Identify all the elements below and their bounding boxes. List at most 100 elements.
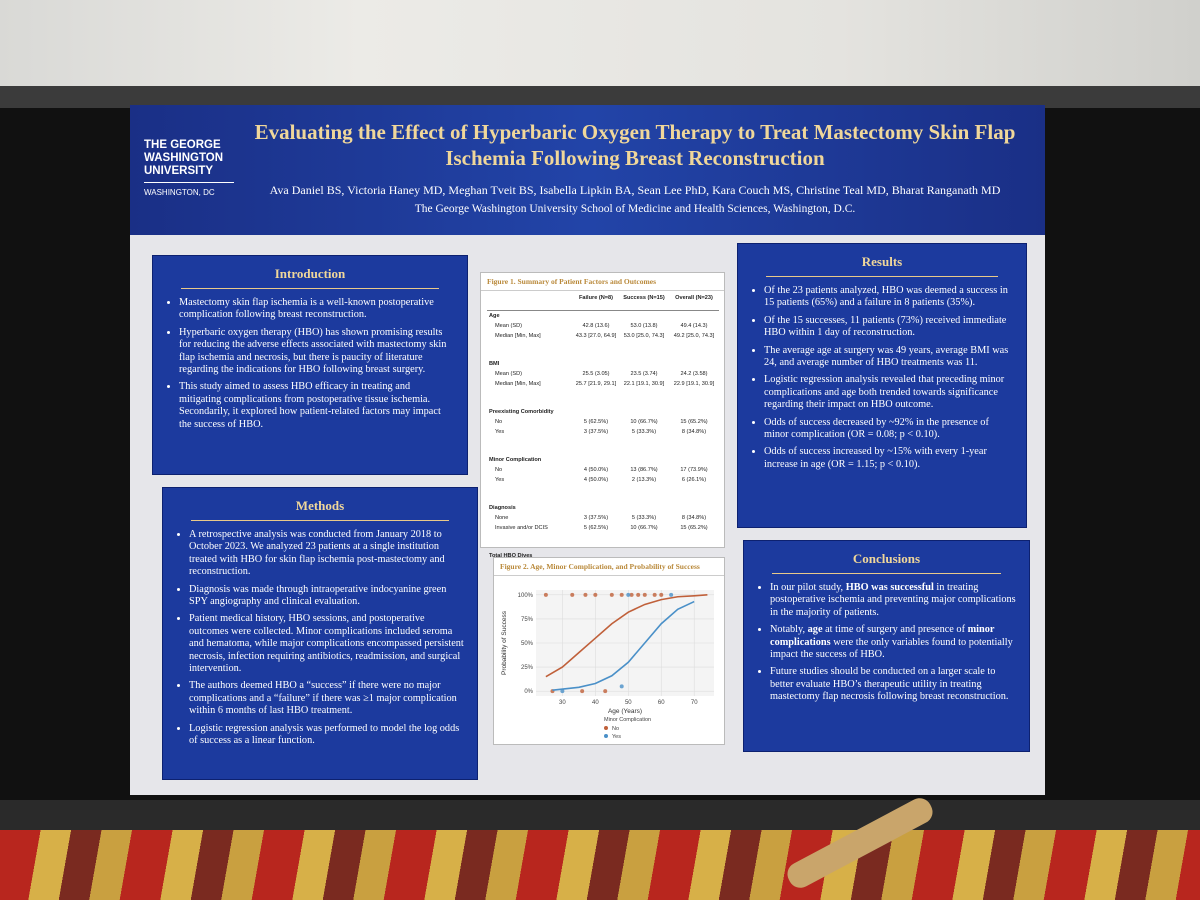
x-tick-label: 30: [559, 700, 566, 706]
table-cell: 17 (73.9%): [680, 467, 708, 473]
table-cell: 53.0 [25.0, 74.3]: [623, 333, 665, 339]
observation-point: [603, 689, 608, 694]
figure-title: Figure 2. Age, Minor Complication, and P…: [494, 558, 724, 576]
observation-point: [659, 592, 664, 597]
row-label: Median [Min, Max]: [495, 333, 541, 339]
column-header: Failure (N=8): [578, 295, 614, 301]
table-cell: 15 (65.2%): [680, 419, 708, 425]
board-frame: [0, 86, 1200, 108]
column-header: Overall (N=23): [675, 295, 713, 301]
observation-point: [580, 689, 585, 694]
affiliation: The George Washington University School …: [414, 203, 856, 215]
column-header: Success (N=15): [623, 295, 665, 301]
row-label: No: [495, 419, 503, 425]
legend-label: No: [612, 726, 619, 732]
heading-rule: [181, 288, 439, 289]
table-cell: 15 (65.2%): [680, 525, 708, 531]
text: were the only variables found to potenti…: [770, 636, 1013, 661]
bullet: Future studies should be conducted on a …: [770, 666, 1017, 703]
row-label: Mean (SD): [495, 371, 523, 377]
wall: [0, 0, 1200, 86]
header-rule: [487, 310, 719, 311]
x-tick-label: 40: [592, 700, 599, 706]
observation-point: [583, 592, 588, 597]
legend-title: Minor Complication: [604, 717, 651, 723]
bullet: Mastectomy skin flap ischemia is a well-…: [179, 297, 455, 322]
table-cell: 6 (26.1%): [681, 477, 707, 483]
bullet-list: In our pilot study, HBO was successful i…: [756, 582, 1017, 704]
table-cell: 3 (37.5%): [583, 429, 609, 435]
fit-curve: [552, 600, 695, 692]
text: Future studies should be conducted on a …: [770, 666, 1009, 703]
bullet: Logistic regression analysis was perform…: [189, 723, 465, 748]
table-cell: 23.5 (3.74): [630, 371, 658, 377]
bullet-list: A retrospective analysis was conducted f…: [175, 529, 465, 748]
authors: Ava Daniel BS, Victoria Haney MD, Meghan…: [269, 183, 1001, 197]
x-tick-label: 50: [625, 700, 632, 706]
observation-point: [642, 592, 647, 597]
results-panel: Results Of the 23 patients analyzed, HBO …: [737, 243, 1027, 528]
text: in treating postoperative ischemia and p…: [770, 582, 1016, 618]
bullet: This study aimed to assess HBO efficacy …: [179, 381, 455, 431]
figure-title: Figure 1. Summary of Patient Factors and…: [481, 273, 724, 291]
section-label: BMI: [489, 361, 500, 367]
observation-point: [629, 592, 634, 597]
observation-point: [609, 592, 614, 597]
bullet: Of the 15 successes, 11 patients (73%) r…: [764, 315, 1014, 340]
university-logo: THE GEORGE WASHINGTON UNIVERSITY WASHINGTON…: [144, 139, 234, 199]
table-cell: 43.3 [27.0, 64.9]: [575, 333, 617, 339]
logo-line: WASHINGTON: [144, 152, 224, 164]
table-cell: 5 (62.5%): [583, 419, 609, 425]
row-label: Invasive and/or DCIS: [495, 525, 548, 531]
legend-swatch: [604, 726, 608, 730]
table-cell: 4 (50.0%): [583, 477, 609, 483]
y-tick-label: 75%: [521, 617, 534, 623]
bullet: The average age at surgery was 49 years,…: [764, 345, 1014, 370]
text: Notably,: [770, 624, 808, 636]
bullet-list: Of the 23 patients analyzed, HBO was dee…: [750, 285, 1014, 471]
bullet: Odds of success increased by ~15% with e…: [764, 446, 1014, 471]
table-cell: 25.5 (3.05): [582, 371, 610, 377]
bold-text: minor complications: [770, 624, 995, 648]
table-cell: 5 (62.5%): [583, 525, 609, 531]
observation-point: [619, 684, 624, 689]
poster: THE GEORGE WASHINGTON UNIVERSITY WASHINGTON…: [130, 105, 1045, 795]
table-cell: 25.7 [21.9, 29.1]: [575, 381, 617, 387]
section-label: Total HBO Dives: [489, 553, 533, 559]
poster-header: THE GEORGE WASHINGTON UNIVERSITY WASHINGTON…: [130, 105, 1045, 235]
conclusions-panel: Conclusions In our pilot study, HBO was s…: [743, 540, 1030, 752]
y-axis-label: Probability of Success: [501, 610, 508, 675]
bullet: Odds of success decreased by ~92% in the…: [764, 417, 1014, 442]
methods-panel: Methods A retrospective analysis was cond…: [162, 487, 478, 780]
section-label: Minor Complication: [489, 457, 542, 463]
table-cell: 4 (50.0%): [583, 467, 609, 473]
logo-line: THE GEORGE: [144, 139, 221, 151]
table-cell: 24.2 (3.58): [680, 371, 708, 377]
table-cell: 22.9 [19.1, 30.9]: [673, 381, 715, 387]
observation-point: [626, 592, 631, 597]
x-tick-label: 60: [658, 700, 665, 706]
logistic-chart: 0% 25% 50% 75% 100% 30 40 50 60 70 Age (Years) Prob…: [501, 590, 714, 740]
table-cell: 42.8 (13.6): [582, 323, 610, 329]
summary-table: Failure (N=8) Success (N=15) Overall (N=23…: [481, 291, 724, 579]
observation-point: [619, 592, 624, 597]
x-axis-label: Age (Years): [608, 708, 642, 715]
panel-heading: Results: [861, 254, 903, 269]
poster-title: Evaluating the Effect of Hyperbaric Oxyg…: [254, 120, 1016, 170]
bullet: A retrospective analysis was conducted f…: [189, 529, 465, 579]
y-tick-label: 50%: [521, 641, 534, 647]
table-cell: 49.2 [25.0, 74.3]: [673, 333, 715, 339]
table-cell: 2 (13.3%): [631, 477, 657, 483]
bold-text: age: [807, 624, 823, 636]
bullet: Patient medical history, HBO sessions, a…: [189, 613, 465, 675]
bullet: Of the 23 patients analyzed, HBO was dee…: [764, 285, 1014, 310]
text: In our pilot study,: [770, 582, 846, 593]
bullet: Diagnosis was made through intraoperativ…: [189, 584, 465, 609]
table-cell: 8 (34.8%): [681, 429, 707, 435]
observation-point: [543, 592, 548, 597]
legend-swatch: [604, 734, 608, 738]
row-label: Yes: [495, 429, 505, 435]
x-tick-label: 70: [691, 700, 698, 706]
panel-heading: Methods: [295, 498, 345, 513]
